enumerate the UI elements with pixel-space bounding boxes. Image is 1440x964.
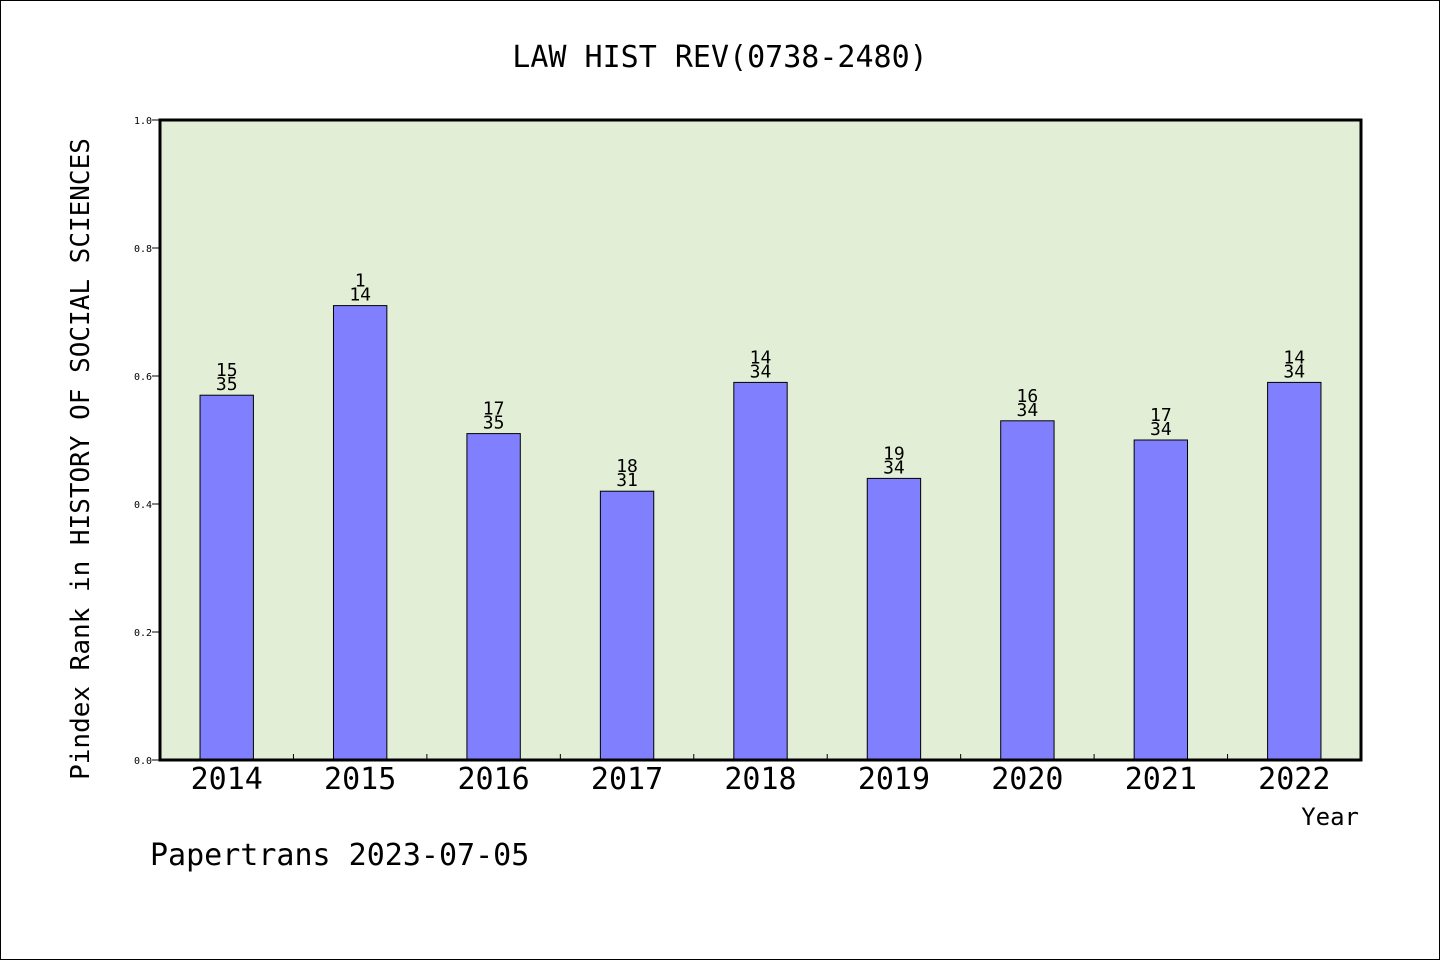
x-tick-label-2022: 2022 [1258,762,1330,797]
x-tick-label-2017: 2017 [591,762,663,797]
y-tick-label: 0.2 [134,628,152,639]
rank-label-2015: 1 [355,271,366,292]
total-label-2019: 34 [883,457,905,478]
total-label-2017: 31 [616,470,638,491]
footer-text: Papertrans 2023-07-05 [150,838,529,873]
y-tick-label: 0.0 [134,756,152,767]
x-tick-label-2021: 2021 [1125,762,1197,797]
bar-2018 [733,381,788,761]
y-tick-label: 0.8 [134,244,152,255]
bar-2014 [199,394,254,761]
rank-label-2018: 14 [750,347,772,368]
total-label-2015: 14 [349,285,371,306]
x-tick-label-2014: 2014 [191,762,263,797]
rank-label-2014: 15 [216,360,238,381]
bar-2015 [332,305,388,761]
y-tick-label: 1.0 [134,116,152,127]
axis-ticks-group: 2014 2015 2016 2017 2018 2019 2020 2021 2022 0.0 0… [134,116,1330,797]
total-label-2022: 34 [1283,361,1305,382]
plot-border [158,118,1363,762]
x-tick-label-2018: 2018 [724,762,796,797]
bar-2017 [599,490,655,761]
x-tick-label-2019: 2019 [858,762,930,797]
bar-2016 [466,433,521,761]
chart-title: LAW HIST REV(0738-2480) [512,40,927,75]
x-tick-label-2016: 2016 [457,762,529,797]
rank-label-2020: 16 [1017,386,1039,407]
rank-label-2016: 17 [483,399,505,420]
total-label-2018: 34 [750,361,772,382]
rank-label-2021: 17 [1150,405,1172,426]
y-tick-label: 0.6 [134,372,152,383]
y-tick-label: 0.4 [134,500,152,511]
bar-2020 [1000,420,1055,761]
bar-2021 [1133,439,1189,761]
y-axis-label: Pindex Rank in HISTORY OF SOCIAL SCIENCE… [66,138,96,780]
rank-label-2017: 18 [616,456,638,477]
x-axis-label: Year [1301,803,1359,831]
x-tick-label-2015: 2015 [324,762,396,797]
x-tick-label-2020: 2020 [991,762,1063,797]
total-label-2020: 34 [1017,400,1039,421]
total-label-2016: 35 [483,413,505,434]
total-label-2021: 34 [1150,419,1172,440]
total-label-2014: 35 [216,374,238,395]
rank-label-2022: 14 [1283,347,1305,368]
bar-2022 [1267,381,1322,761]
rank-label-2019: 19 [883,443,905,464]
bar-2019 [866,477,922,761]
